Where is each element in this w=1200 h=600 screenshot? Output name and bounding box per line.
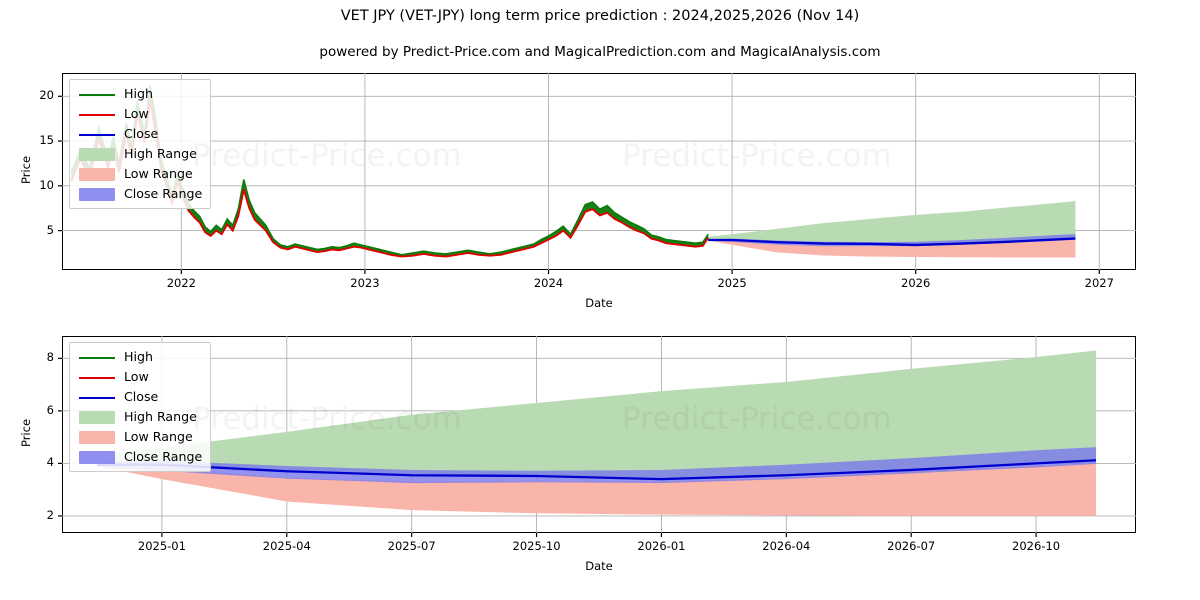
legend-item-high-range: High Range [70,408,212,428]
legend-item-close: Close [70,388,212,408]
legend-item-low-range: Low Range [70,428,212,448]
top-x-tick: 2022 [166,276,196,290]
top-x-tick: 2024 [533,276,564,290]
bottom-x-tick: 2026-07 [887,539,936,553]
legend-patch-swatch [79,148,115,161]
watermark: Predict-Price.com [192,401,462,437]
legend-label: High Range [124,409,197,424]
legend-patch-swatch [79,411,115,424]
watermark: Predict-Price.com [622,401,892,437]
bottom-x-tick: 2025-01 [137,539,186,553]
watermark: Predict-Price.com [192,138,462,174]
legend-label: Low Range [124,429,193,444]
bottom-y-tick: 4 [46,455,54,470]
legend-patch-swatch [79,451,115,464]
legend-line-swatch [79,397,115,400]
top-y-tick: 5 [46,222,54,237]
legend-label: Low [124,106,149,121]
watermark: Predict-Price.com [622,138,892,174]
legend-patch-swatch [79,168,115,181]
bottom-y-axis-label: Price [19,418,33,447]
top-x-axis-label: Date [585,296,613,310]
top-y-tick: 10 [39,177,54,192]
legend-line-swatch [79,134,115,137]
legend-label: Close [124,126,159,141]
top-y-tick: 20 [39,88,54,103]
bottom-x-tick: 2025-07 [387,539,436,553]
bottom-x-axis-label: Date [585,559,613,573]
page-title: VET JPY (VET-JPY) long term price predic… [340,8,860,24]
bottom-x-tick: 2026-10 [1012,539,1061,553]
top-x-tick: 2027 [1084,276,1114,290]
legend-label: Low Range [124,166,193,181]
legend-item-low-range: Low Range [70,165,212,185]
legend-line-swatch [79,94,115,97]
legend-item-close-range: Close Range [70,185,212,205]
legend-item-close-range: Close Range [70,448,212,468]
legend-label: High [124,349,153,364]
legend-item-high: High [70,85,212,105]
legend-item-high: High [70,348,212,368]
legend-item-high-range: High Range [70,145,212,165]
bottom-x-tick: 2026-04 [762,539,811,553]
top-x-tick: 2023 [350,276,380,290]
bottom-y-tick: 6 [46,402,54,417]
legend-line-swatch [79,357,115,360]
legend-item-close: Close [70,125,212,145]
legend-patch-swatch [79,431,115,444]
bottom-y-tick: 8 [46,350,54,365]
legend-line-swatch [79,114,115,117]
legend-label: Close Range [124,449,203,464]
bottom-x-tick: 2025-04 [262,539,311,553]
legend-label: Close [124,389,159,404]
legend-label: High [124,86,153,101]
top-chart-legend: High Low Close High Range Low Range Close Ran… [69,79,211,209]
legend-label: High Range [124,146,197,161]
bottom-x-tick: 2025-10 [512,539,561,553]
top-x-tick: 2026 [901,276,931,290]
legend-line-swatch [79,377,115,380]
legend-patch-swatch [79,188,115,201]
legend-label: Close Range [124,186,203,201]
legend-item-low: Low [70,368,212,388]
legend-item-low: Low [70,105,212,125]
top-y-tick: 15 [39,133,54,148]
page-subtitle: powered by Predict-Price.com and Magical… [319,44,881,60]
bottom-x-tick: 2026-01 [637,539,686,553]
bottom-y-tick: 2 [46,507,54,522]
legend-label: Low [124,369,149,384]
top-x-tick: 2025 [717,276,747,290]
bottom-chart-legend: High Low Close High Range Low Range Close Ran… [69,342,211,472]
